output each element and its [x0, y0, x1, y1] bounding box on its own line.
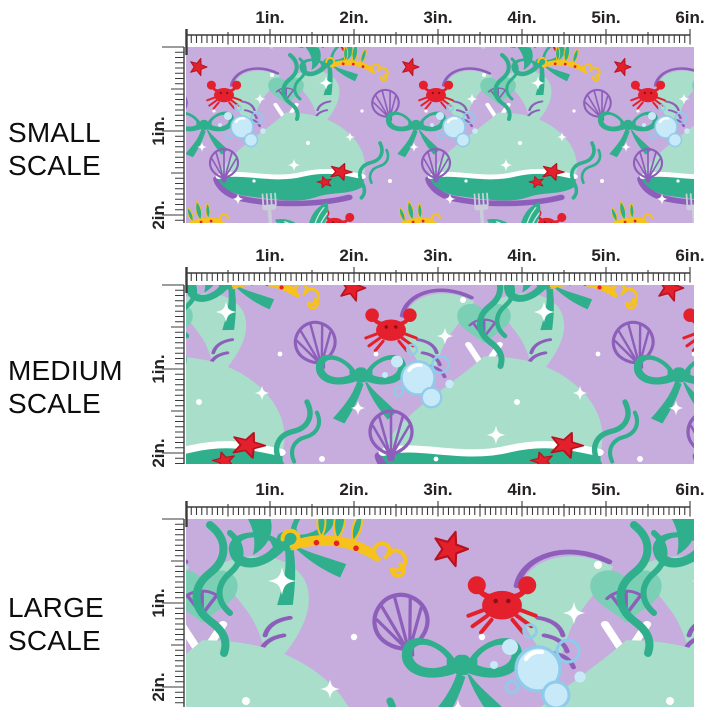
fabric-swatch-small	[186, 47, 694, 223]
side-ruler-ticks	[162, 46, 184, 221]
ruler-and-swatch-medium	[162, 267, 694, 465]
ruler-side-label: 2in.	[149, 672, 168, 702]
ruler-inch-label: 1in.	[255, 246, 285, 265]
side-ruler-ticks	[162, 284, 184, 465]
ruler-inch-label: 3in.	[423, 8, 453, 27]
fabric-swatch-medium	[186, 285, 694, 464]
ruler-inch-label: 2in.	[339, 8, 369, 27]
scale-label-medium: MEDIUM SCALE	[8, 355, 123, 420]
ruler-inch-label: 2in.	[339, 480, 369, 499]
ruler-side-label: 1in.	[149, 354, 168, 384]
ruler-and-swatch-large	[162, 501, 694, 707]
top-ruler-ticks	[185, 29, 691, 45]
ruler-inch-label: 6in.	[675, 480, 705, 499]
ruler-inch-label: 5in.	[591, 480, 621, 499]
scale-label-small: SMALL SCALE	[8, 117, 101, 182]
ruler-inch-label: 4in.	[507, 246, 537, 265]
ruler-inch-label: 4in.	[507, 8, 537, 27]
fabric-swatch-large	[186, 519, 694, 707]
panel-large-scale: 1in. 2in. 3in. 4in. 5in. 6in. 1in. 2in. LARGE S…	[0, 475, 720, 720]
ruler-inch-label: 1in.	[255, 480, 285, 499]
ruler-and-swatch-small	[162, 29, 694, 223]
ruler-inch-label: 6in.	[675, 246, 705, 265]
panel-medium-scale: 1in. 2in. 3in. 4in. 5in. 6in. 1in. 2in. MEDIUM …	[0, 238, 720, 475]
ruler-side-label: 2in.	[149, 438, 168, 468]
ruler-side-label: 1in.	[149, 588, 168, 618]
scale-label-large: LARGE SCALE	[8, 592, 104, 657]
ruler-inch-label: 3in.	[423, 246, 453, 265]
top-ruler-ticks	[185, 501, 691, 517]
panel-small-scale: 1in. 2in. 3in. 4in. 5in. 6in. 1in. 2in. SMALL S…	[0, 0, 720, 238]
side-ruler-ticks	[162, 518, 184, 704]
ruler-inch-label: 5in.	[591, 246, 621, 265]
ruler-inch-label: 5in.	[591, 8, 621, 27]
ruler-inch-label: 1in.	[255, 8, 285, 27]
top-ruler-ticks	[185, 267, 691, 283]
ruler-inch-label: 2in.	[339, 246, 369, 265]
ruler-inch-label: 4in.	[507, 480, 537, 499]
ruler-side-label: 2in.	[149, 200, 168, 230]
ruler-side-label: 1in.	[149, 116, 168, 146]
ruler-inch-label: 3in.	[423, 480, 453, 499]
ruler-inch-label: 6in.	[675, 8, 705, 27]
